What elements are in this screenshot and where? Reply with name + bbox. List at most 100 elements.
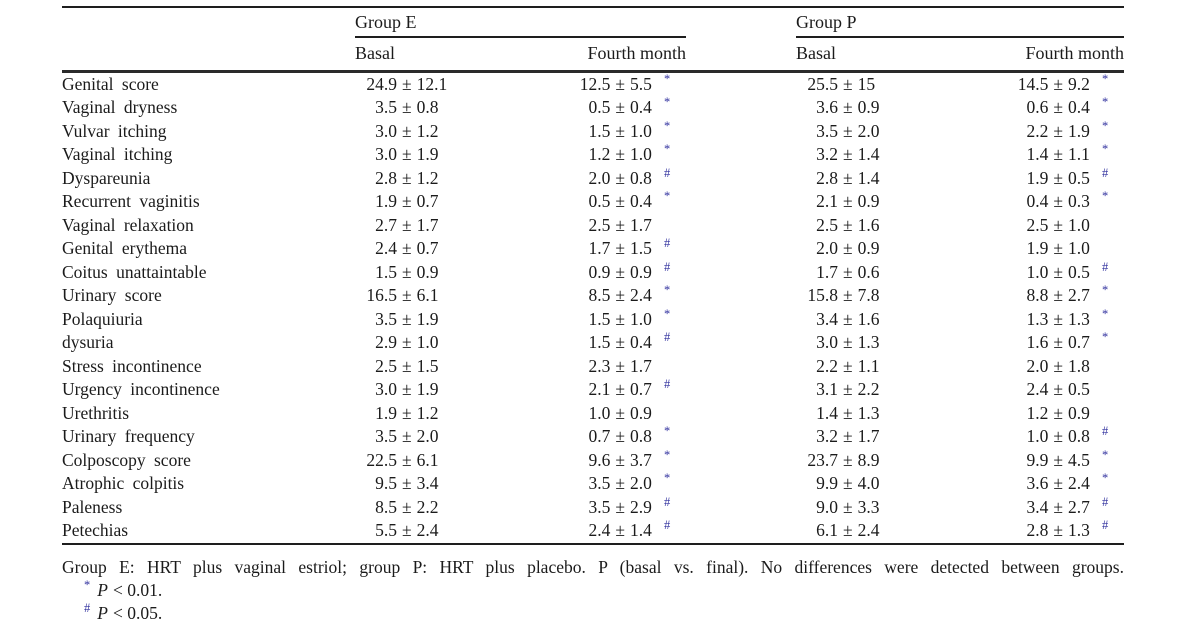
plus-minus-sign: ± [615,308,625,329]
table-row: Stress incontinence 2.5 ±1.5 2.3 ±1.7 2.2 ±1.1… [62,355,1124,379]
mean-value: 2.8 [1026,520,1049,541]
plus-minus-sign: ± [843,520,853,541]
mean-value: 3.4 [1026,496,1049,517]
sd-value: 0.4 [1068,97,1090,118]
table-row: Petechias 5.5 ±2.4 2.4 ±1.4 #6.1 ±2.4 2.8 ±1.3 # [62,518,1125,545]
mean-value: 9.0 [816,496,838,517]
mean-value: 24.9 [366,73,397,94]
sd-value: 2.4 [416,520,439,541]
mean-sd-value: 9.6 ±3.7 * [525,449,686,471]
basal-value: 2.5 ±1.5 [355,355,525,379]
fourth-month-value: 3.4 ±2.7 # [960,496,1124,520]
plus-minus-sign: ± [615,144,625,165]
mean-value: 3.5 [375,426,397,447]
plus-minus-sign: ± [402,73,412,94]
mean-value: 23.7 [807,449,838,470]
sd-value: 0.5 [1068,379,1090,400]
sd-value: 1.7 [630,214,652,235]
mean-sd-value: 2.8 ±1.4 [796,168,960,189]
mean-value: 1.9 [375,402,397,423]
plus-minus-sign: ± [1053,449,1064,470]
table-row: Urgency incontinence 3.0 ±1.9 2.1 ±0.7 #3.1 ±2… [62,378,1124,402]
basal-value: 1.7 ±0.6 [796,261,960,285]
plus-minus-sign: ± [402,120,412,141]
mean-sd-value: 1.7 ±0.6 [796,262,960,283]
basal-value: 22.5 ±6.1 [355,449,525,473]
plus-minus-sign: ± [402,355,412,376]
row-label: Stress incontinence [62,355,202,376]
sd-value: 0.3 [1068,191,1090,212]
mean-sd-value: 12.5 ±5.5 * [525,73,686,95]
fourth-month-value: 2.4 ±0.5 [960,378,1124,402]
mean-sd-value: 2.7 ±1.7 [355,215,525,236]
gutter-cell [686,71,796,96]
gutter-cell [686,331,796,355]
fourth-month-value: 1.9 ±1.0 [960,237,1124,261]
group-p-header: Group P [796,6,1125,38]
mean-sd-value: 3.2 ±1.7 [796,426,960,447]
mean-sd-value: 8.5 ±2.4 * [525,284,686,306]
mean-sd-value: 2.2 ±1.1 [796,356,960,377]
mean-value: 2.5 [816,214,838,235]
fourth-month-value: 2.0 ±0.8 # [525,167,686,191]
plus-minus-sign: ± [402,214,412,235]
mean-value: 3.0 [375,120,397,141]
significance-marker: # [1102,518,1109,533]
mean-value: 3.6 [816,97,838,118]
plus-minus-sign: ± [615,167,625,188]
significance-marker: # [664,377,671,392]
row-label: Colposcopy score [62,449,191,470]
gutter-cell [686,378,796,402]
row-label: Urethritis [62,402,130,423]
sd-value: 1.5 [416,355,439,376]
sd-value: 7.8 [857,285,880,306]
basal-value: 3.5 ±2.0 [796,120,960,144]
table-row: Genital score 24.9 ±12.1 12.5 ±5.5 * 25.5 ±15 14… [62,71,1124,96]
sd-value: 2.0 [416,426,439,447]
table-row: Urinary score 16.5 ±6.1 8.5 ±2.4 * 15.8 ±7.8 8.8… [62,284,1124,308]
plus-minus-sign: ± [615,473,625,494]
row-label: Coitus unattaintable [62,261,207,282]
basal-value: 1.4 ±1.3 [796,402,960,426]
gutter-cell [686,449,796,473]
mean-value: 2.8 [375,167,397,188]
plus-minus-sign: ± [1053,97,1064,118]
significance-marker: * [664,142,671,157]
sd-value: 1.3 [857,402,880,423]
mean-value: 1.0 [1026,261,1049,282]
mean-sd-value: 1.9 ±0.5 # [960,167,1124,189]
plus-minus-sign: ± [402,473,412,494]
significance-marker: * [1102,189,1109,204]
mean-sd-value: 23.7 ±8.9 [796,450,960,471]
mean-sd-value: 1.4 ±1.3 [796,403,960,424]
mean-sd-value: 1.7 ±1.5 # [525,237,686,259]
significance-marker: # [1102,424,1109,439]
gutter-cell [686,6,796,37]
sd-value: 4.0 [857,473,880,494]
plus-minus-sign: ± [1053,426,1064,447]
table-row: Genital erythema 2.4 ±0.7 1.7 ±1.5 #2.0 ±0.9 1.… [62,237,1124,261]
plus-minus-sign: ± [1053,238,1064,259]
plus-minus-sign: ± [1053,261,1064,282]
mean-value: 22.5 [366,449,397,470]
corner-cell [62,37,355,73]
sd-value: 0.4 [630,97,652,118]
footnotes: Group E: HRT plus vaginal estriol; group… [62,556,1124,624]
plus-minus-sign: ± [402,379,412,400]
mean-sd-value: 3.5 ±2.0 * [525,472,686,494]
fourth-month-value: 14.5 ±9.2 * [960,71,1124,96]
table-row: Urethritis 1.9 ±1.2 1.0 ±0.9 1.4 ±1.3 1.2 ±0.9 [62,402,1124,426]
gutter-cell [686,120,796,144]
row-label: Atrophic colpitis [62,473,185,494]
mean-sd-value: 9.9 ±4.0 [796,473,960,494]
mean-value: 1.3 [1026,308,1049,329]
basal-value: 2.8 ±1.4 [796,167,960,191]
plus-minus-sign: ± [615,120,625,141]
significance-marker: * [1102,95,1109,110]
table-row: Atrophic colpitis 9.5 ±3.4 3.5 ±2.0 * 9.9 ±4.0 3… [62,472,1124,496]
mean-sd-value: 0.6 ±0.4 * [960,95,1124,118]
table-row: Paleness 8.5 ±2.2 3.5 ±2.9 #9.0 ±3.3 3.4 ±2.7 # [62,496,1124,520]
sd-value: 1.9 [416,379,439,400]
fourth-month-value: 1.2 ±0.9 [960,402,1124,426]
plus-minus-sign: ± [1053,308,1064,329]
